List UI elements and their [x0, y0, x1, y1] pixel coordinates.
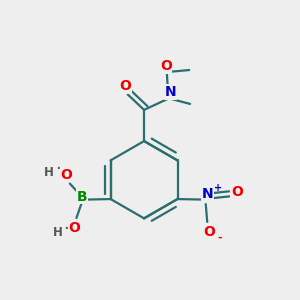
Text: H: H	[53, 226, 63, 239]
Text: O: O	[231, 185, 243, 199]
Text: O: O	[119, 80, 131, 93]
Text: N: N	[201, 187, 213, 201]
Text: O: O	[68, 220, 80, 235]
Text: +: +	[214, 183, 222, 193]
Text: ·: ·	[55, 160, 61, 178]
Text: -: -	[218, 232, 222, 242]
Text: O: O	[60, 168, 72, 182]
Text: O: O	[203, 225, 215, 239]
Text: ·: ·	[63, 220, 69, 238]
Text: H: H	[44, 167, 54, 179]
Text: N: N	[164, 85, 176, 99]
Text: O: O	[160, 59, 172, 73]
Text: B: B	[77, 190, 88, 204]
